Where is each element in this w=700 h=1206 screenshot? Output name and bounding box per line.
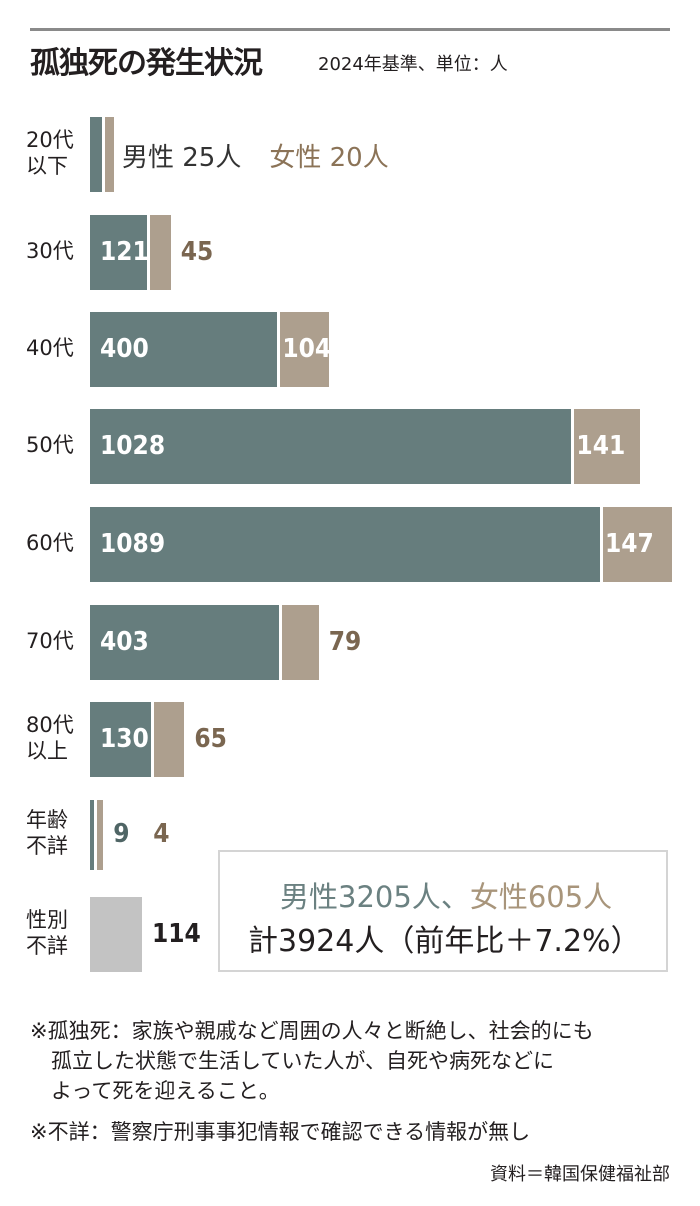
total-separator: 、	[440, 880, 470, 914]
data-label-female: 104	[282, 333, 332, 364]
data-label-female: 45	[180, 236, 214, 267]
data-label-female: 147	[605, 528, 654, 559]
data-label-female: 4	[153, 819, 170, 849]
category-label: 30代	[26, 238, 74, 263]
note-unknown: ※不詳：警察庁刑事事犯情報で確認できる情報が無し	[30, 1120, 531, 1144]
data-label-female: 79	[328, 626, 362, 657]
bar-unknown	[90, 897, 142, 972]
total-by-sex: 男性3205人、女性605人	[280, 874, 612, 916]
note-definition: ※孤独死：家族や親戚など周囲の人々と断絶し、社会的にも 孤立した状態で生活してい…	[30, 1019, 594, 1103]
data-label-male: 121	[100, 236, 149, 267]
category-label: 年齢 不詳	[26, 808, 68, 858]
data-label-male: 403	[100, 626, 149, 657]
top-rule	[30, 28, 670, 31]
category-label: 70代	[26, 628, 74, 653]
bar-female	[603, 507, 672, 582]
data-label-male: 1028	[100, 430, 166, 461]
data-label-male: 9	[113, 819, 130, 849]
bar-male	[90, 507, 600, 582]
data-label-male: 1089	[100, 528, 166, 559]
category-label: 20代 以下	[26, 127, 74, 178]
data-label-female: 65	[194, 723, 227, 754]
category-label: 50代	[26, 432, 74, 457]
bar-female	[574, 409, 641, 484]
source: 資料＝韓国保健福祉部	[490, 1164, 670, 1185]
bar-female	[280, 312, 330, 387]
bar-male	[90, 117, 102, 192]
bar-male	[90, 800, 95, 870]
legend: 男性 25人 女性 20人	[122, 137, 389, 174]
data-label-female: 141	[576, 430, 626, 461]
bar-female	[97, 800, 104, 870]
category-label: 60代	[26, 530, 74, 555]
category-label: 80代 以上	[26, 712, 74, 763]
total-female: 女性605人	[469, 880, 613, 914]
legend-male-label: 男性 25人	[122, 143, 242, 173]
bar-female	[149, 215, 171, 290]
total-male: 男性3205人	[280, 880, 441, 914]
bar-female	[104, 117, 115, 192]
total-box: 男性3205人、女性605人 計3924人（前年比＋7.2%）	[218, 850, 668, 972]
data-label-male: 130	[100, 723, 149, 754]
data-label-unknown: 114	[152, 918, 201, 949]
data-label-male: 400	[100, 333, 149, 364]
chart-subtitle: 2024年基準、単位：人	[318, 54, 508, 75]
category-label: 性別 不詳	[26, 907, 68, 958]
bar-male	[90, 215, 147, 290]
legend-female-label: 女性 20人	[269, 143, 389, 173]
chart-title: 孤独死の発生状況	[30, 46, 263, 81]
bar-male	[90, 409, 572, 484]
bar-male	[90, 702, 151, 777]
total-all: 計3924人（前年比＋7.2%）	[248, 924, 641, 959]
category-label: 40代	[26, 335, 74, 360]
bar-female	[281, 605, 319, 680]
bar-male	[90, 312, 278, 387]
bar-female	[153, 702, 185, 777]
bar-male	[90, 605, 279, 680]
